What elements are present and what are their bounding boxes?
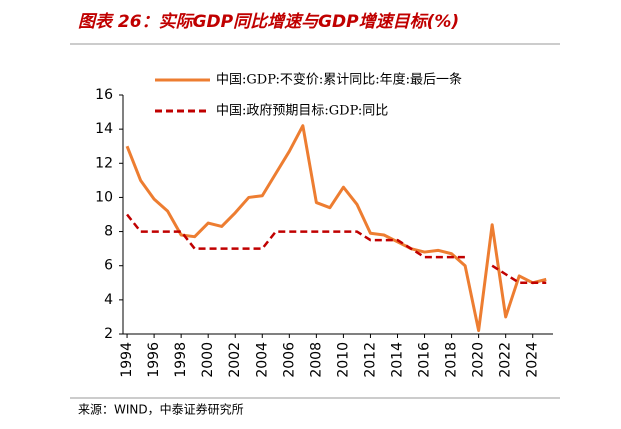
legend-label: 中国:政府预期目标:GDP:同比 <box>216 104 388 119</box>
y-tick-label: 14 <box>95 121 113 137</box>
source: 来源：WIND，中泰证券研究所 <box>78 402 244 417</box>
x-tick-label: 2006 <box>281 342 297 378</box>
x-tick-label: 1998 <box>173 342 189 378</box>
y-tick-label: 6 <box>104 258 113 274</box>
y-tick-label: 2 <box>104 326 113 342</box>
y-tick-label: 4 <box>104 292 113 308</box>
x-tick-label: 2014 <box>389 342 405 378</box>
y-tick-label: 8 <box>104 224 113 240</box>
y-tick-label: 12 <box>95 155 113 171</box>
x-tick-label: 2022 <box>498 342 514 378</box>
x-tick-label: 2010 <box>335 342 351 378</box>
x-tick-label: 2012 <box>362 342 378 378</box>
y-tick-label: 16 <box>95 87 113 103</box>
y-tick-label: 10 <box>95 189 113 205</box>
x-tick-label: 2002 <box>227 342 243 378</box>
chart-title: 图表 26：实际GDP同比增速与GDP增速目标(%) <box>78 12 459 32</box>
x-tick-label: 2008 <box>308 342 324 378</box>
x-tick-label: 2018 <box>444 342 460 378</box>
x-tick-label: 1996 <box>146 342 162 378</box>
x-tick-label: 1994 <box>119 342 135 378</box>
x-tick-label: 2016 <box>417 342 433 378</box>
x-tick-label: 2024 <box>525 342 541 378</box>
series-line <box>125 124 547 333</box>
x-tick-label: 2020 <box>471 342 487 378</box>
x-tick-label: 2000 <box>200 342 216 378</box>
x-tick-label: 2004 <box>254 342 270 378</box>
legend-label: 中国:GDP:不变价:累计同比:年度:最后一条 <box>216 72 462 88</box>
series-line <box>126 213 547 285</box>
